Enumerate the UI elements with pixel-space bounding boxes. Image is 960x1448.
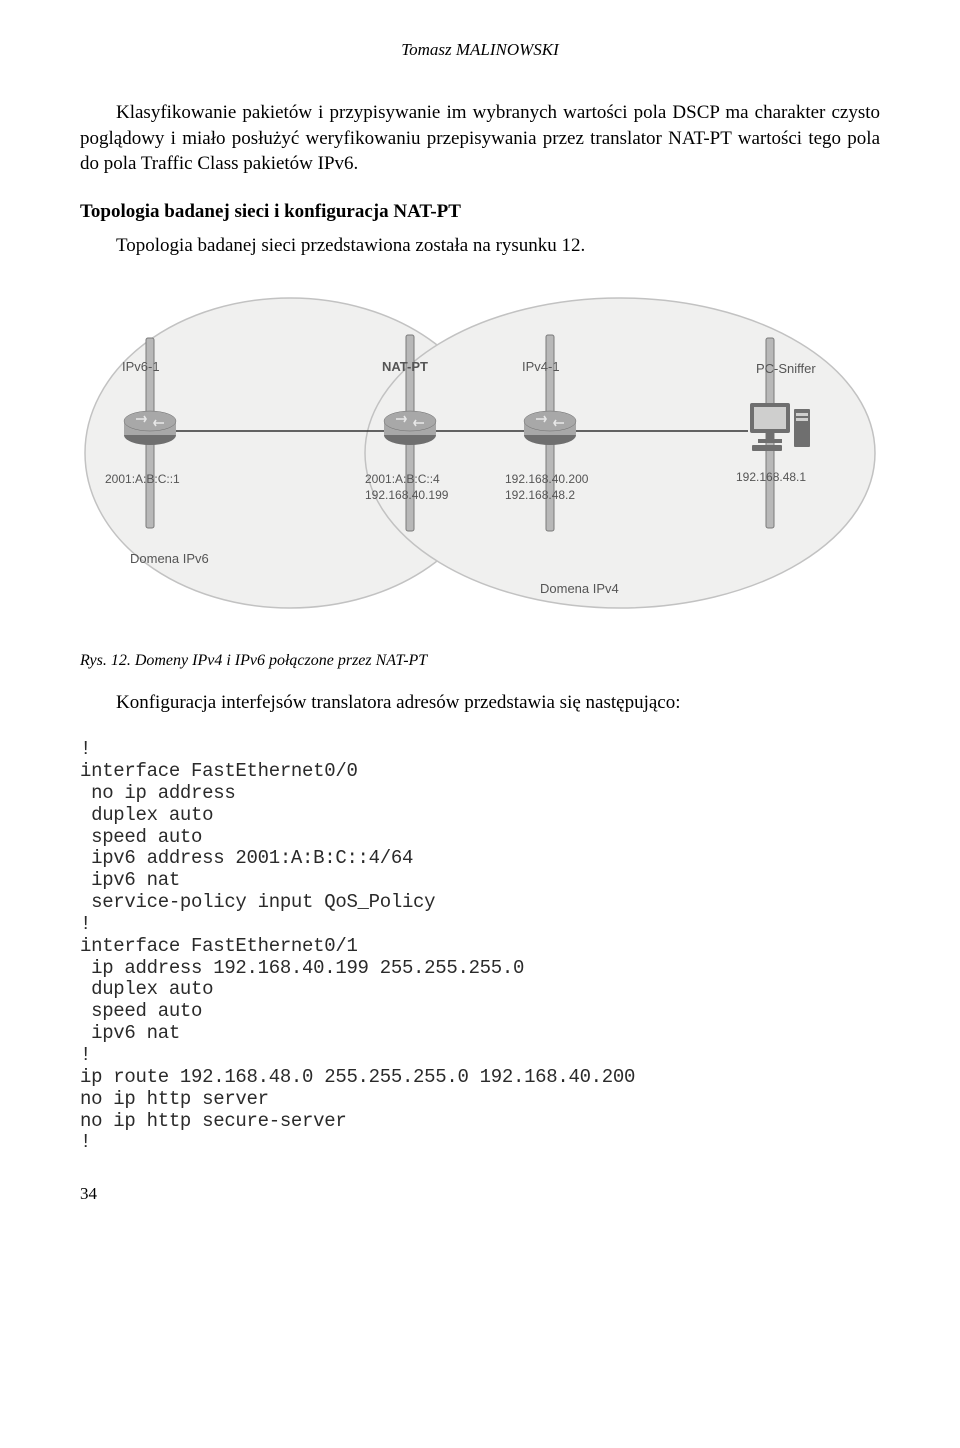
- paragraph-1: Klasyfikowanie pakietów i przypisywanie …: [80, 100, 880, 177]
- svg-text:2001:A:B:C::1: 2001:A:B:C::1: [105, 472, 180, 486]
- svg-text:NAT-PT: NAT-PT: [382, 359, 428, 374]
- section-title: Topologia badanej sieci i konfiguracja N…: [80, 201, 880, 223]
- svg-text:IPv4-1: IPv4-1: [522, 359, 560, 374]
- svg-text:192.168.40.199: 192.168.40.199: [365, 488, 449, 502]
- author-header: Tomasz MALINOWSKI: [80, 40, 880, 60]
- paragraph-3: Konfiguracja interfejsów translatora adr…: [80, 690, 880, 716]
- svg-text:192.168.48.1: 192.168.48.1: [736, 470, 806, 484]
- page-number: 34: [80, 1184, 880, 1204]
- svg-text:Domena IPv6: Domena IPv6: [130, 551, 209, 566]
- svg-text:192.168.48.2: 192.168.48.2: [505, 488, 575, 502]
- svg-text:192.168.40.200: 192.168.40.200: [505, 472, 589, 486]
- svg-text:Domena IPv4: Domena IPv4: [540, 581, 619, 596]
- svg-text:IPv6-1: IPv6-1: [122, 359, 160, 374]
- network-diagram: IPv6-12001:A:B:C::1NAT-PT2001:A:B:C::419…: [80, 283, 880, 628]
- config-code-block: ! interface FastEthernet0/0 no ip addres…: [80, 739, 880, 1154]
- svg-text:2001:A:B:C::4: 2001:A:B:C::4: [365, 472, 440, 486]
- svg-text:PC-Sniffer: PC-Sniffer: [756, 361, 816, 376]
- figure-caption: Rys. 12. Domeny IPv4 i IPv6 połączone pr…: [80, 652, 880, 670]
- paragraph-2: Topologia badanej sieci przedstawiona zo…: [80, 233, 880, 259]
